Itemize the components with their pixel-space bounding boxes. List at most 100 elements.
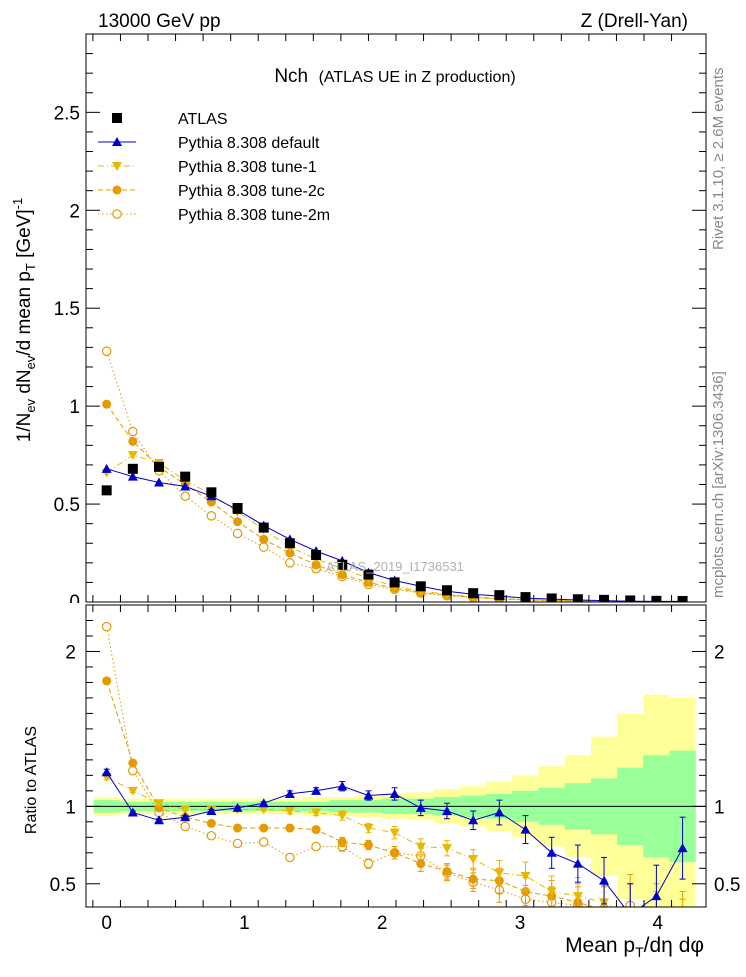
ratio-tune2c-point xyxy=(442,866,452,876)
main-subtitle-text: (ATLAS UE in Z production) xyxy=(319,69,516,86)
x-tick-label: 2 xyxy=(377,913,388,934)
series-tune2m-point xyxy=(206,511,217,521)
series-default-point xyxy=(101,463,112,473)
series-atlas-point xyxy=(206,487,217,498)
ratio-tune2m-point xyxy=(206,830,217,841)
series-atlas-point xyxy=(520,592,531,602)
ratio-default-point xyxy=(415,802,426,812)
ratio-tune1-point xyxy=(572,892,583,902)
series-atlas-point xyxy=(494,590,505,601)
legend-atlas-marker xyxy=(112,113,122,123)
series-atlas-point xyxy=(337,559,348,570)
ratio-tune1-point xyxy=(258,805,269,815)
legend-default-label: Pythia 8.308 default xyxy=(178,135,320,152)
ratio-tune1-point xyxy=(494,868,505,878)
ratio-y-tick-label: 0.5 xyxy=(50,875,76,896)
ratio-tune2m-point xyxy=(232,838,243,849)
ratio-tune1-point xyxy=(284,806,295,816)
y-tick-label: 1.5 xyxy=(54,299,80,320)
series-tune2c-point xyxy=(233,517,243,527)
ratio-default-point xyxy=(154,815,165,825)
series-tune2m-point xyxy=(285,558,295,568)
main-plot-marks xyxy=(101,346,688,602)
legend-tune2m-label: Pythia 8.308 tune-2m xyxy=(178,207,330,224)
ratio-tune2c-point xyxy=(337,837,347,847)
x-tick-label: 0 xyxy=(101,913,112,934)
series-default-point xyxy=(180,481,191,491)
series-atlas-point xyxy=(127,463,138,474)
x-tick-label: 1 xyxy=(239,913,250,934)
series-atlas-point xyxy=(546,593,557,602)
series-atlas-point xyxy=(284,538,295,549)
ratio-tune1-point xyxy=(337,811,348,821)
main-panel: 0.5 1 1.5 2 2.5 0 Nch (ATLAS UE in Z producti… xyxy=(10,33,707,623)
y-tick-label: 0.5 xyxy=(54,495,80,516)
ratio-tune2c-point xyxy=(390,848,400,858)
y-tick-label: 2 xyxy=(69,201,80,222)
header-left-label: 13000 GeV pp xyxy=(98,11,221,32)
ratio-y-tick-label: 2 xyxy=(65,642,76,663)
ratio-default-point xyxy=(363,790,374,800)
series-atlas-point xyxy=(311,549,322,560)
ratio-tune1-point xyxy=(520,872,531,882)
ratio-default-point xyxy=(494,807,505,817)
tick-mask xyxy=(56,603,86,623)
series-tune2c-point xyxy=(259,534,269,544)
ratio-default-point xyxy=(389,788,400,798)
ratio-default-point xyxy=(572,858,583,868)
ratio-default-point xyxy=(441,805,452,815)
ratio-tune2m-point xyxy=(363,858,374,869)
ratio-tune2c-point xyxy=(285,823,295,833)
legend-tune1-marker xyxy=(112,162,122,171)
ratio-tune2c-point xyxy=(102,676,112,686)
main-axis-ticks: 0.5 1 1.5 2 2.5 0 xyxy=(54,34,706,623)
series-atlas-point xyxy=(180,471,191,482)
ratio-y-tick-label-right: 2 xyxy=(714,642,725,663)
series-atlas-point xyxy=(415,581,426,592)
ratio-default-point xyxy=(127,807,138,817)
ratio-tune2c-point xyxy=(521,887,531,897)
ratio-tune2c-point xyxy=(206,818,216,828)
ratio-tune1-point xyxy=(180,805,191,815)
ratio-default-point xyxy=(206,805,217,815)
ratio-panel: 0.5 0.5 1 1 2 2 0 1 2 3 4 Ratio to ATLAS Mean pT/d… xyxy=(23,604,740,960)
series-atlas-point xyxy=(625,595,636,602)
ratio-y-tick-label-right: 1 xyxy=(714,797,725,818)
ratio-tune1-point xyxy=(154,799,165,809)
watermark: ATLAS_2019_I1736531 xyxy=(326,559,464,574)
legend-tune1-label: Pythia 8.308 tune-1 xyxy=(178,159,317,176)
header-right-label: Z (Drell-Yan) xyxy=(581,11,688,32)
series-atlas-point xyxy=(258,522,269,533)
legend-atlas-label: ATLAS xyxy=(178,111,228,128)
ratio-y-tick-label-right: 0.5 xyxy=(714,875,740,896)
ratio-tune2m-point xyxy=(285,852,295,863)
ratio-default-point xyxy=(284,788,295,798)
ratio-default-point xyxy=(625,910,635,919)
legend-tune2m-marker xyxy=(112,209,122,219)
ratio-default-point xyxy=(232,802,243,812)
ratio-tune2m-point xyxy=(180,821,190,832)
ratio-tune1-point xyxy=(625,911,635,920)
x-tick-label: 4 xyxy=(652,913,663,934)
series-atlas-point xyxy=(677,596,688,602)
ratio-y-tick-label: 1 xyxy=(65,797,76,818)
ratio-tune2c-point xyxy=(259,823,269,833)
ratio-default-point xyxy=(180,812,191,822)
series-default-point xyxy=(154,477,165,487)
ratio-tune1-point xyxy=(311,808,322,818)
series-tune2c-point xyxy=(128,436,138,446)
series-tune2c-point xyxy=(102,399,112,409)
ratio-tune1-point xyxy=(546,887,557,897)
main-title: Nch (ATLAS UE in Z production) xyxy=(274,66,515,87)
ratio-axis-ticks: 0.5 0.5 1 1 2 2 0 1 2 3 4 xyxy=(50,605,740,934)
main-y-axis-label: 1/Nev dNev/d mean pT [GeV]-1 xyxy=(10,198,38,443)
ratio-tune2m-point xyxy=(258,837,269,847)
ratio-default-point xyxy=(258,798,269,808)
series-default-point xyxy=(127,471,138,481)
ratio-tune2c-point xyxy=(233,823,243,833)
ratio-default-point xyxy=(599,875,610,885)
y-tick-label: 2.5 xyxy=(54,103,80,124)
main-title-text: Nch xyxy=(274,66,308,87)
ratio-plot-marks xyxy=(86,621,706,920)
